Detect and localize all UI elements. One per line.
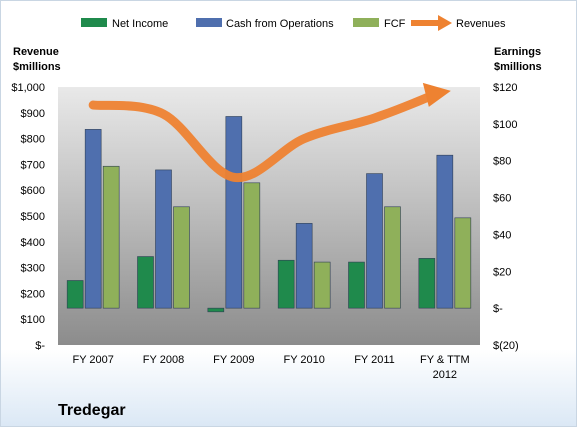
bar-cash-from-operations-0 — [85, 129, 101, 308]
right-tick-label: $100 — [493, 119, 517, 131]
bar-cash-from-operations-3 — [296, 223, 312, 308]
bar-net-income-0 — [67, 281, 83, 309]
bar-fcf-2 — [244, 183, 260, 308]
right-tick-label: $120 — [493, 82, 517, 94]
legend-swatch-fcf — [353, 18, 379, 27]
left-tick-label: $- — [35, 340, 45, 352]
category-label: FY & TTM — [420, 354, 470, 366]
right-tick-label: $(20) — [493, 340, 519, 352]
category-label: FY 2009 — [213, 354, 254, 366]
bar-net-income-1 — [138, 257, 154, 309]
right-axis-ticks: $(20) $- $20 $40 $60 $80 $100 $120 — [493, 82, 519, 352]
right-tick-label: $40 — [493, 229, 511, 241]
bar-cash-from-operations-4 — [367, 174, 383, 309]
left-tick-label: $500 — [21, 211, 45, 223]
left-axis-title-line1: Revenue — [13, 46, 59, 58]
company-name: Tredegar — [58, 402, 126, 419]
left-tick-label: $400 — [21, 237, 45, 249]
bar-cash-from-operations-1 — [156, 170, 172, 308]
legend-swatch-revenues-arrowhead — [438, 15, 452, 31]
category-label: FY 2010 — [283, 354, 324, 366]
right-tick-label: $- — [493, 303, 503, 315]
left-axis-title-line2: $millions — [13, 61, 61, 73]
bar-fcf-0 — [103, 166, 119, 308]
legend-label-fcf: FCF — [384, 18, 406, 30]
legend-swatch-net-income — [81, 18, 107, 27]
bar-fcf-3 — [314, 262, 330, 308]
bar-net-income-4 — [349, 262, 365, 308]
left-tick-label: $700 — [21, 159, 45, 171]
category-label: FY 2011 — [354, 354, 395, 366]
left-tick-label: $300 — [21, 263, 45, 275]
bar-fcf-5 — [455, 218, 471, 308]
category-label: 2012 — [433, 369, 457, 381]
legend-label-cash-from-operations: Cash from Operations — [226, 18, 334, 30]
right-tick-label: $20 — [493, 266, 511, 278]
right-axis-title-line2: $millions — [494, 61, 542, 73]
right-tick-label: $60 — [493, 193, 511, 205]
right-axis-title-line1: Earnings — [494, 46, 541, 58]
legend-swatch-cash-from-operations — [196, 18, 222, 27]
left-tick-label: $900 — [21, 108, 45, 120]
category-label: FY 2008 — [143, 354, 184, 366]
plot-area — [58, 87, 480, 345]
category-labels: FY 2007 FY 2008 FY 2009 FY 2010 FY 2011 FY & … — [72, 354, 469, 381]
left-tick-label: $800 — [21, 134, 45, 146]
bar-net-income-5 — [419, 258, 435, 308]
left-tick-label: $200 — [21, 288, 45, 300]
left-tick-label: $100 — [21, 314, 45, 326]
legend-label-net-income: Net Income — [112, 18, 168, 30]
bar-cash-from-operations-5 — [437, 155, 453, 308]
legend: Net Income Cash from Operations FCF Reve… — [81, 15, 506, 31]
bar-fcf-4 — [385, 207, 401, 308]
left-tick-label: $600 — [21, 185, 45, 197]
bar-net-income-3 — [278, 260, 294, 308]
bar-cash-from-operations-2 — [226, 116, 242, 308]
legend-label-revenues: Revenues — [456, 18, 506, 30]
left-axis-ticks: $- $100 $200 $300 $400 $500 $600 $700 $800 $900 $1… — [11, 82, 45, 352]
bar-net-income-2 — [208, 308, 224, 312]
category-label: FY 2007 — [72, 354, 113, 366]
right-tick-label: $80 — [493, 156, 511, 168]
left-tick-label: $1,000 — [11, 82, 45, 94]
bar-fcf-1 — [174, 207, 190, 308]
